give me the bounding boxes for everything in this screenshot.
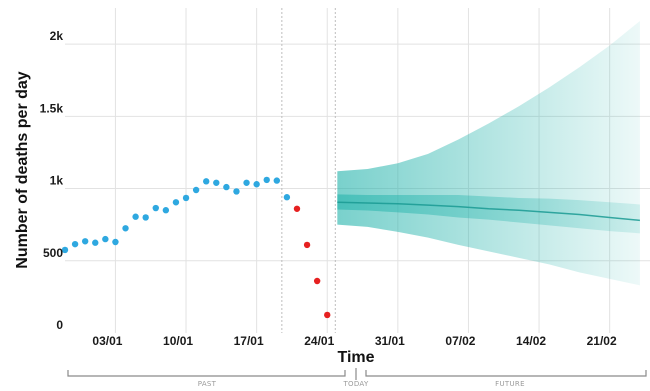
forecast-median-line	[337, 201, 640, 222]
observed-point	[233, 188, 240, 195]
x-tick-label: 14/02	[516, 334, 546, 348]
observed-point	[71, 240, 79, 248]
observed-point	[152, 204, 159, 212]
past-bracket	[67, 370, 346, 377]
x-tick-label: 31/01	[375, 334, 405, 348]
x-tick-labels: 03/01 10/01 17/01 24/01 31/01 07/02 14/02 21/02	[92, 334, 617, 348]
observed-point	[273, 177, 281, 184]
x-tick-label: 10/01	[163, 334, 193, 348]
excluded-point	[303, 241, 311, 249]
x-tick-label: 17/01	[234, 334, 264, 348]
y-tick-label: 0	[56, 318, 63, 332]
observed-point	[192, 186, 200, 194]
observed-point	[213, 179, 220, 186]
observed-point	[81, 238, 89, 245]
past-label: PAST	[198, 380, 217, 388]
observed-point	[112, 238, 119, 246]
y-tick-label: 1k	[50, 174, 64, 188]
period-brackets	[67, 368, 647, 380]
excluded-point	[324, 311, 331, 319]
observed-point	[142, 214, 149, 221]
observed-point	[102, 235, 109, 243]
x-tick-label: 03/01	[92, 334, 122, 348]
excluded-point	[293, 205, 301, 212]
today-label: TODAY	[342, 380, 368, 388]
observed-points	[61, 176, 331, 319]
x-tick-label: 07/02	[445, 334, 475, 348]
observed-point	[263, 176, 270, 184]
y-tick-label: 1.5k	[40, 101, 64, 115]
observed-point	[253, 181, 260, 188]
x-tick-label: 24/01	[304, 334, 334, 348]
observed-point	[223, 183, 230, 191]
observed-point	[132, 213, 139, 220]
observed-point	[162, 207, 170, 214]
y-tick-label: 2k	[50, 29, 64, 43]
y-tick-label: 500	[43, 246, 63, 260]
x-tick-label: 21/02	[587, 334, 617, 348]
excluded-point	[313, 277, 321, 285]
observed-point	[172, 199, 180, 206]
y-tick-labels: 0 500 1k 1.5k 2k	[40, 29, 64, 332]
observed-point	[92, 239, 99, 246]
future-bracket	[365, 370, 647, 377]
forecast-band-90	[337, 21, 640, 286]
future-label: FUTURE	[495, 380, 525, 388]
observed-point	[283, 194, 291, 201]
observed-point	[243, 179, 250, 186]
observed-point	[61, 246, 69, 254]
observed-point	[182, 194, 190, 202]
y-axis-title: Number of deaths per day	[14, 71, 31, 268]
x-axis-title: Time	[337, 349, 374, 366]
observed-point	[203, 178, 210, 185]
forecast-bands	[337, 21, 640, 286]
observed-point	[122, 225, 129, 232]
